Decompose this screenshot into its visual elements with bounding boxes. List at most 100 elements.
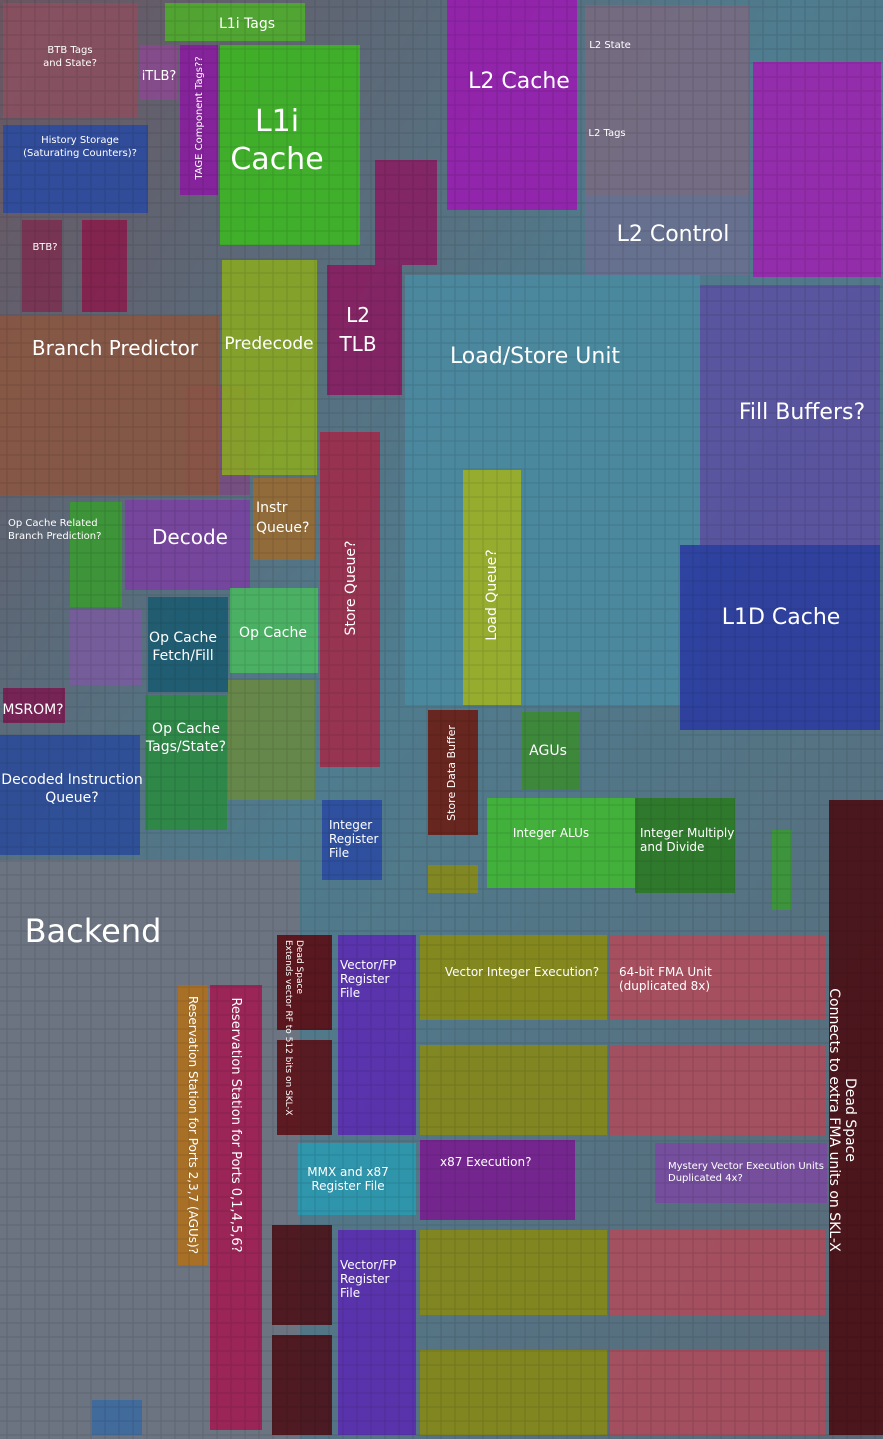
region-label: L2 Control: [617, 222, 730, 247]
region-block: [447, 0, 577, 210]
label-line: L1D Cache: [722, 605, 841, 630]
region-label: Op Cache Related Branch Prediction?: [8, 518, 101, 542]
label-line: Reservation Station for Ports 2,3,7 (AGU…: [187, 996, 201, 1254]
region-label: x87 Execution?: [440, 1155, 531, 1169]
region-label: 64-bit FMA Unit (duplicated 8x): [619, 965, 712, 993]
region-label: L2 Cache: [468, 69, 570, 94]
region-label: Mystery Vector Execution Units Duplicated…: [668, 1161, 824, 1184]
label-line: Cache: [230, 142, 323, 177]
label-line: Branch Predictor: [32, 336, 199, 360]
die-block: [610, 1230, 825, 1315]
label-line: Load/Store Unit: [450, 344, 620, 369]
region-label: Instr Queue?: [256, 500, 309, 536]
label-line: L2 State: [589, 40, 631, 51]
die-block: [272, 1225, 332, 1325]
region-label: Decode: [152, 525, 228, 549]
region-label: Reservation Station for Ports 0,1,4,5,6?: [229, 997, 244, 1252]
die-block: [82, 220, 127, 312]
label-line: Queue?: [45, 790, 98, 806]
label-line: Mystery Vector Execution Units: [668, 1161, 824, 1172]
region-label: L1D Cache: [722, 605, 841, 630]
region-block: [145, 695, 227, 830]
label-line: Integer: [329, 818, 372, 832]
label-line: AGUs: [529, 743, 567, 759]
label-line: (Saturating Counters)?: [23, 148, 137, 159]
label-line: iTLB?: [142, 69, 177, 84]
region-label: MMX and x87 Register File: [307, 1165, 389, 1193]
region-label: Integer Multiply and Divide: [640, 826, 734, 854]
region-label: Vector/FP Register File: [340, 1258, 396, 1300]
region-label: Vector Integer Execution?: [445, 965, 599, 979]
label-line: Op Cache: [149, 630, 217, 646]
die-block: [92, 1400, 142, 1435]
region-label: BTB?: [32, 242, 57, 253]
label-line: Register: [329, 832, 378, 846]
die-block: [420, 1045, 607, 1135]
region-label: Branch Predictor: [32, 336, 199, 360]
region-label: iTLB?: [142, 69, 177, 84]
region-label: Op Cache Fetch/Fill: [149, 630, 217, 664]
label-line: L1i Tags: [219, 16, 275, 32]
region-label: Op Cache: [239, 625, 307, 641]
label-line: Instr: [256, 500, 288, 516]
die-block: [420, 1230, 607, 1315]
label-line: L1i: [255, 104, 299, 139]
region-label: Load/Store Unit: [450, 344, 620, 369]
die-block: [610, 1350, 825, 1435]
label-line: Op Cache: [239, 625, 307, 641]
label-line: Fill Buffers?: [739, 400, 865, 425]
region-label: L1i Cache: [230, 104, 323, 177]
region-block: [405, 275, 700, 705]
region-block: [22, 220, 62, 312]
label-line: BTB?: [32, 242, 57, 253]
label-line: Backend: [25, 912, 162, 950]
label-line: Extends vector RF to 512 bits on SKL-X: [284, 940, 294, 1115]
region-label: TAGE Component Tags??: [194, 56, 205, 180]
region-block: [487, 798, 635, 888]
die-block: [70, 610, 142, 685]
die-block: [272, 1335, 332, 1435]
label-line: Fetch/Fill: [152, 648, 213, 664]
region-block: [420, 1140, 575, 1220]
label-line: Store Queue?: [343, 541, 359, 636]
region-label: AGUs: [529, 743, 567, 759]
label-line: Integer Multiply: [640, 826, 734, 840]
label-line: Vector Integer Execution?: [445, 965, 599, 979]
label-line: Vector/FP: [340, 958, 396, 972]
label-line: and Divide: [640, 840, 704, 854]
region-label: L1i Tags: [219, 16, 275, 32]
die-block: [228, 680, 316, 800]
region-label: BTB Tags and State?: [43, 45, 97, 69]
region-block: [327, 265, 402, 395]
die-block: [375, 160, 437, 265]
die-block: [585, 5, 750, 195]
region-label: Fill Buffers?: [739, 400, 865, 425]
region-block: [222, 260, 317, 475]
die-block: [772, 830, 792, 910]
label-line: 64-bit FMA Unit: [619, 965, 712, 979]
region-label: Store Queue?: [343, 541, 359, 636]
label-line: L2 Control: [617, 222, 730, 247]
label-line: Load Queue?: [484, 549, 500, 640]
region-label: Integer ALUs: [513, 826, 589, 840]
region-label: Op Cache Tags/State?: [145, 721, 226, 755]
region-label: Integer Register File: [329, 818, 378, 860]
label-line: Op Cache: [152, 721, 220, 737]
region-label: L2 TLB: [338, 303, 376, 356]
label-line: MMX and x87: [307, 1165, 389, 1179]
die-block: [420, 1350, 607, 1435]
label-line: History Storage: [41, 135, 119, 146]
region-label: L2 State: [589, 40, 631, 51]
region-label: Dead SpaceConnects to extra FMA units on…: [826, 988, 858, 1252]
label-line: TAGE Component Tags??: [194, 56, 205, 180]
label-line: TLB: [338, 332, 376, 356]
label-line: Connects to extra FMA units on SKL-X: [826, 988, 842, 1252]
label-line: Op Cache Related: [8, 518, 98, 529]
label-line: BTB Tags: [47, 45, 92, 56]
label-line: (duplicated 8x): [619, 979, 710, 993]
region-label: Backend: [25, 912, 162, 950]
label-line: x87 Execution?: [440, 1155, 531, 1169]
region-label: Reservation Station for Ports 2,3,7 (AGU…: [187, 996, 201, 1254]
label-line: Dead Space: [295, 940, 305, 994]
